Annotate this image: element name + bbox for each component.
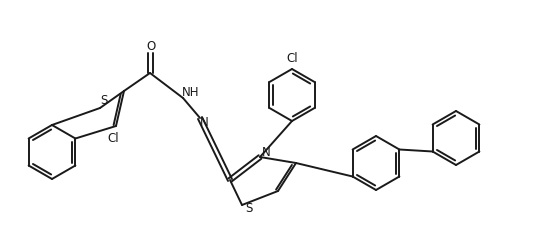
Text: O: O — [146, 41, 155, 54]
Text: S: S — [100, 93, 108, 106]
Text: S: S — [245, 202, 252, 216]
Text: N: N — [199, 116, 209, 129]
Text: Cl: Cl — [286, 52, 298, 65]
Text: Cl: Cl — [107, 131, 119, 144]
Text: NH: NH — [182, 86, 200, 99]
Text: N: N — [262, 147, 270, 160]
